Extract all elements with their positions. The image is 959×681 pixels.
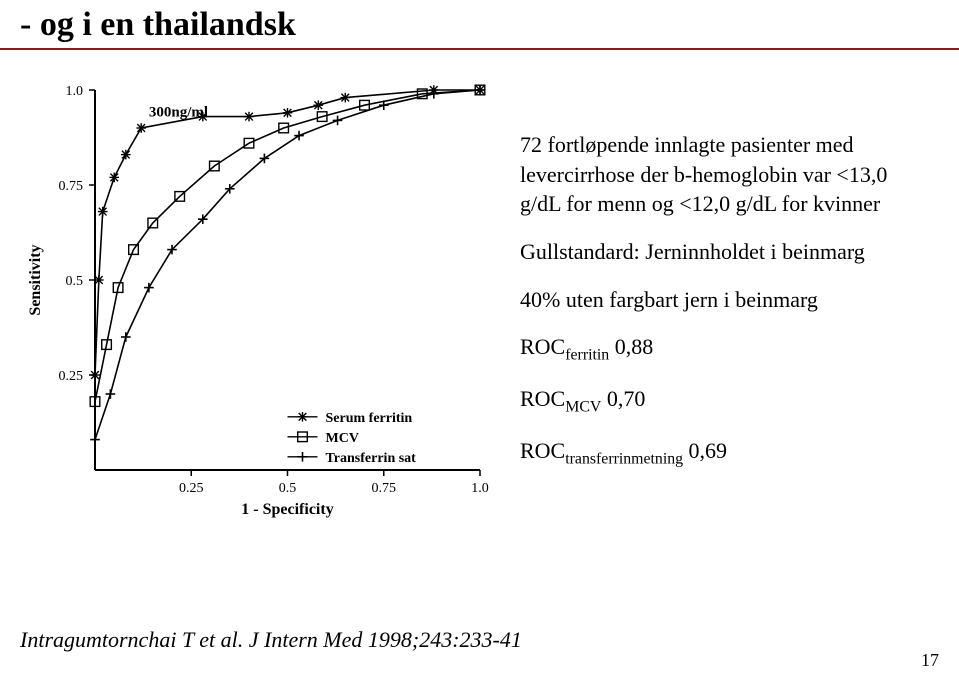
svg-text:0.75: 0.75	[59, 179, 84, 194]
citation: Intragumtornchai T et al. J Intern Med 1…	[20, 627, 522, 653]
svg-text:Serum ferritin: Serum ferritin	[326, 411, 413, 426]
roc-ferritin: ROCferritin 0,88	[520, 332, 929, 366]
roc-mcv: ROCMCV 0,70	[520, 384, 929, 418]
svg-text:1.0: 1.0	[471, 481, 489, 496]
svg-text:1.0: 1.0	[66, 84, 84, 99]
page-title: - og i en thailandsk	[20, 6, 296, 43]
content-row: 0.25 0.5 0.75 1.0 0.25 0.5 0.75 1.0 1 - Specific…	[0, 50, 959, 550]
svg-text:0.25: 0.25	[179, 481, 204, 496]
svg-text:Transferrin sat: Transferrin sat	[326, 451, 417, 466]
desc-population: 72 fortløpende innlagte pasienter med le…	[520, 130, 929, 219]
roc-chart: 0.25 0.5 0.75 1.0 0.25 0.5 0.75 1.0 1 - Specific…	[20, 70, 500, 550]
description-block: 72 fortløpende innlagte pasienter med le…	[500, 70, 939, 550]
roc-transferrin: ROCtransferrinmetning 0,69	[520, 436, 929, 470]
desc-goldstandard: Gullstandard: Jerninnholdet i beinmarg	[520, 237, 929, 267]
svg-text:0.5: 0.5	[279, 481, 297, 496]
svg-text:MCV: MCV	[326, 431, 359, 446]
svg-text:300ng/ml: 300ng/ml	[149, 105, 208, 121]
svg-text:0.25: 0.25	[59, 369, 84, 384]
desc-prevalence: 40% uten fargbart jern i beinmarg	[520, 285, 929, 315]
svg-text:0.5: 0.5	[66, 274, 84, 289]
svg-text:Sensitivity: Sensitivity	[27, 244, 44, 315]
title-bar: - og i en thailandsk	[0, 0, 959, 50]
page-number: 17	[921, 650, 939, 671]
svg-text:1 - Specificity: 1 - Specificity	[241, 501, 333, 518]
svg-text:0.75: 0.75	[372, 481, 397, 496]
